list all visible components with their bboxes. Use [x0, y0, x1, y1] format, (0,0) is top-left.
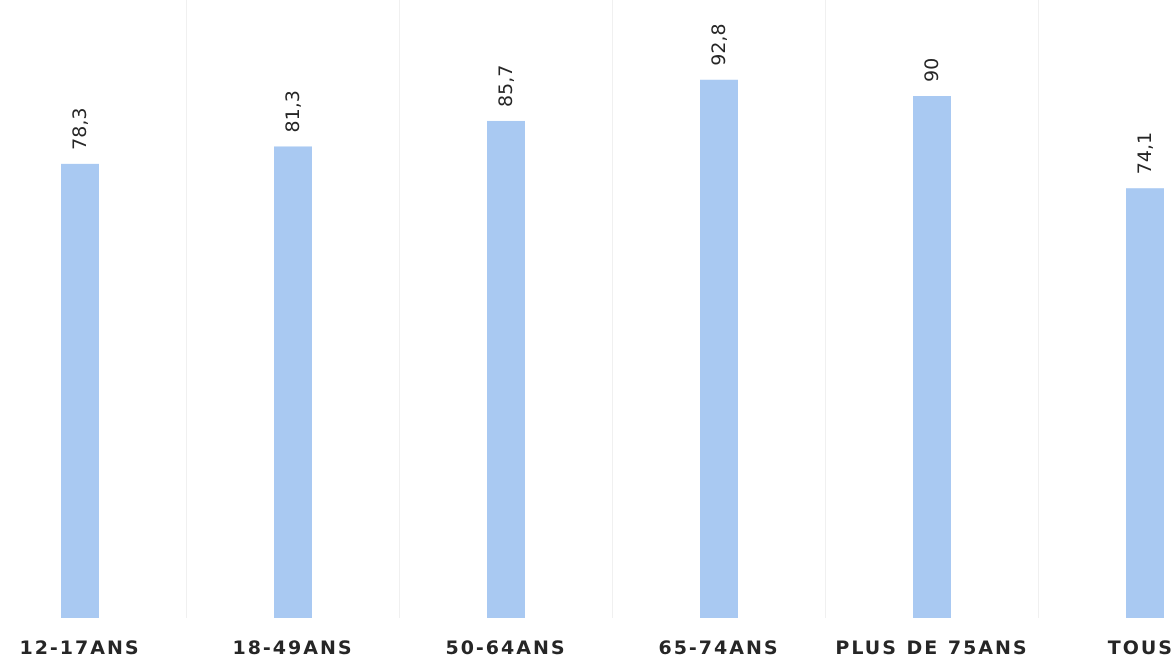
bar-tous [1126, 188, 1164, 618]
category-label: 65-74ANS [658, 637, 779, 659]
value-label: 81,3 [282, 90, 304, 132]
bar-12-17ans [61, 163, 99, 619]
value-label: 90 [921, 58, 943, 82]
grid-lines [186, 0, 1039, 618]
value-label: 85,7 [495, 65, 517, 107]
bar-plus-de-75ans [913, 96, 951, 618]
bar-50-64ans [487, 120, 525, 618]
value-label: 92,8 [708, 23, 730, 65]
category-label: 12-17ANS [19, 637, 140, 659]
value-label: 78,3 [69, 108, 91, 150]
category-label: 50-64ANS [445, 637, 566, 659]
bars [61, 79, 1164, 619]
category-label: PLUS DE 75ANS [835, 637, 1028, 659]
category-labels: 12-17ANS 18-49ANS 50-64ANS 65-74ANS PLUS DE … [19, 637, 1174, 659]
bar-18-49ans [274, 146, 312, 618]
bar-65-74ans [700, 79, 738, 618]
category-label: TOUS [1108, 637, 1174, 659]
value-labels: 78,3 81,3 85,7 92,8 90 74,1 [69, 23, 1156, 174]
value-label: 74,1 [1134, 132, 1156, 174]
category-label: 18-49ANS [232, 637, 353, 659]
